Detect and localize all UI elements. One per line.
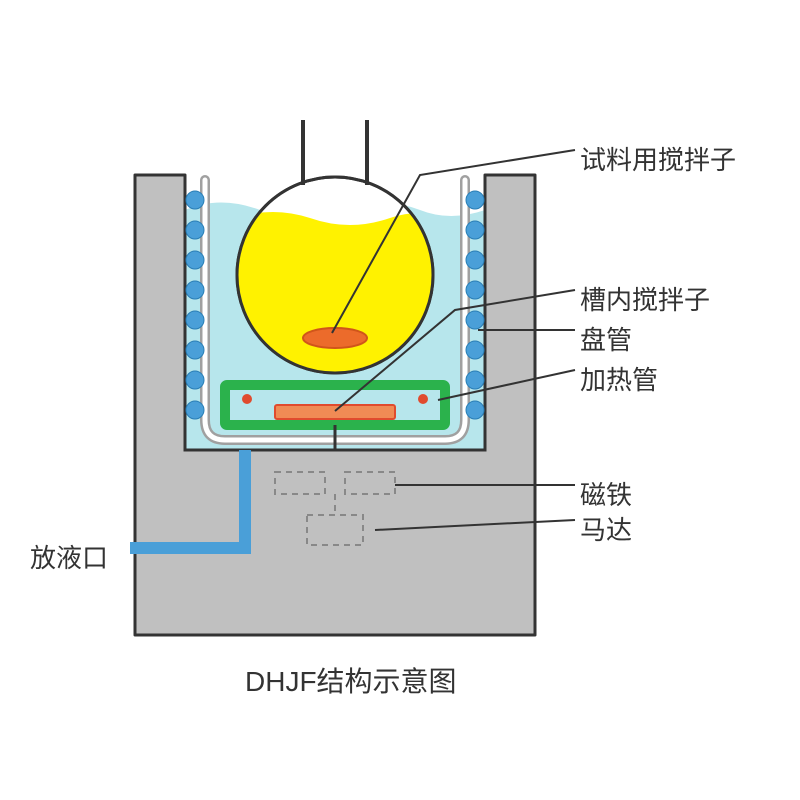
label-sample-stirrer: 试料用搅拌子 <box>580 140 736 177</box>
heater-dot-right <box>418 394 428 404</box>
diagram-title: DHJF结构示意图 <box>245 660 457 700</box>
label-drain: 放液口 <box>30 538 108 575</box>
heater-dot-left <box>242 394 252 404</box>
label-coil: 盘管 <box>580 320 632 357</box>
label-motor: 马达 <box>580 510 632 547</box>
label-heating-tube: 加热管 <box>580 360 658 397</box>
label-magnet: 磁铁 <box>580 475 632 512</box>
tank-stirrer-bar <box>275 405 395 419</box>
label-tank-stirrer: 槽内搅拌子 <box>580 280 710 317</box>
sample-stirrer <box>303 328 367 348</box>
